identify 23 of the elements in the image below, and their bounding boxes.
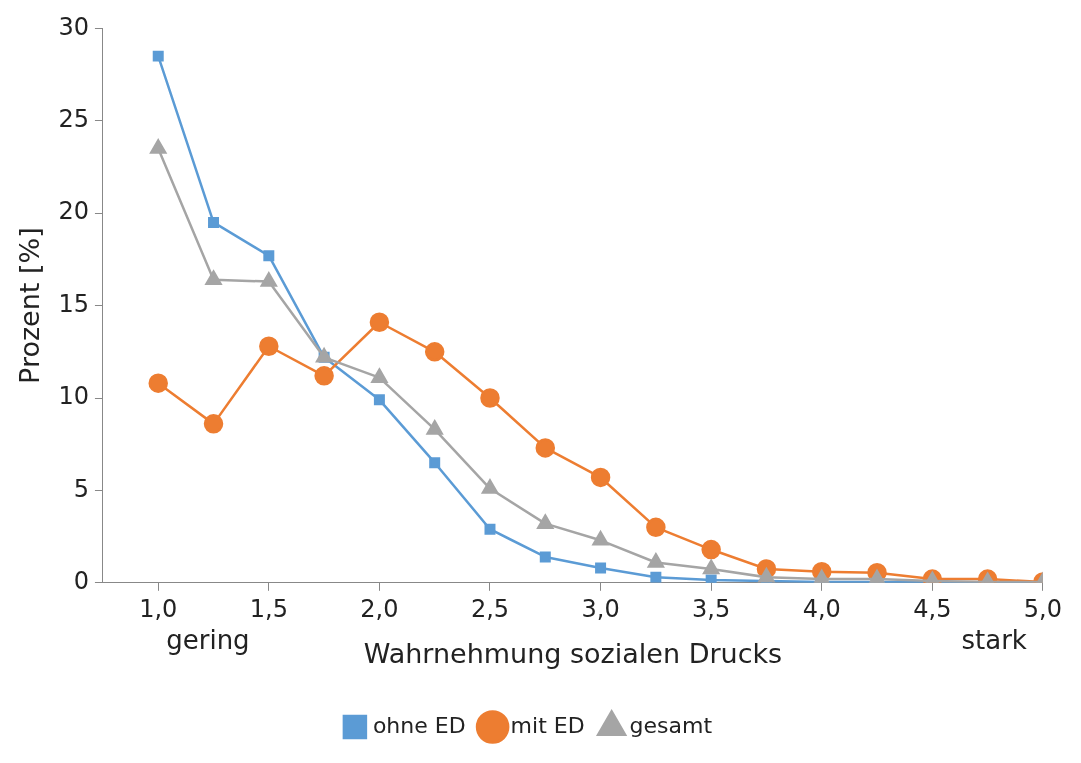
y-tick-label: 20 [58,197,89,226]
y-tick-label: 25 [58,105,89,134]
x-tick-label: 3,0 [581,595,620,624]
text: gering [166,624,250,655]
x-tick-label: 3,5 [692,595,731,624]
y-tick-label: 5 [73,474,89,503]
x-tick-label: 2,5 [470,595,510,624]
y-axis-title: Prozent [%] [14,227,46,384]
legend-label: mit ED [510,712,585,738]
y-tick-label: 0 [73,567,89,596]
y-tick-label: 30 [58,12,89,41]
x-tick-label: 5,0 [1023,595,1062,624]
legend-label: ohne ED [372,712,466,738]
x-tick-label: 4,5 [913,595,952,624]
y-tick-label: 10 [58,382,89,411]
y-tick-label: 15 [58,289,89,318]
x-axis-title: Wahrnehmung sozialen Drucks [363,637,783,669]
x-tick-label: 1,5 [249,595,288,624]
x-tick-label: 2,0 [360,595,399,624]
x-tick-label: 4,0 [802,595,841,624]
legend-label: gesamt [629,712,713,738]
text: stark [961,624,1027,655]
x-tick-label: 1,0 [139,595,178,624]
